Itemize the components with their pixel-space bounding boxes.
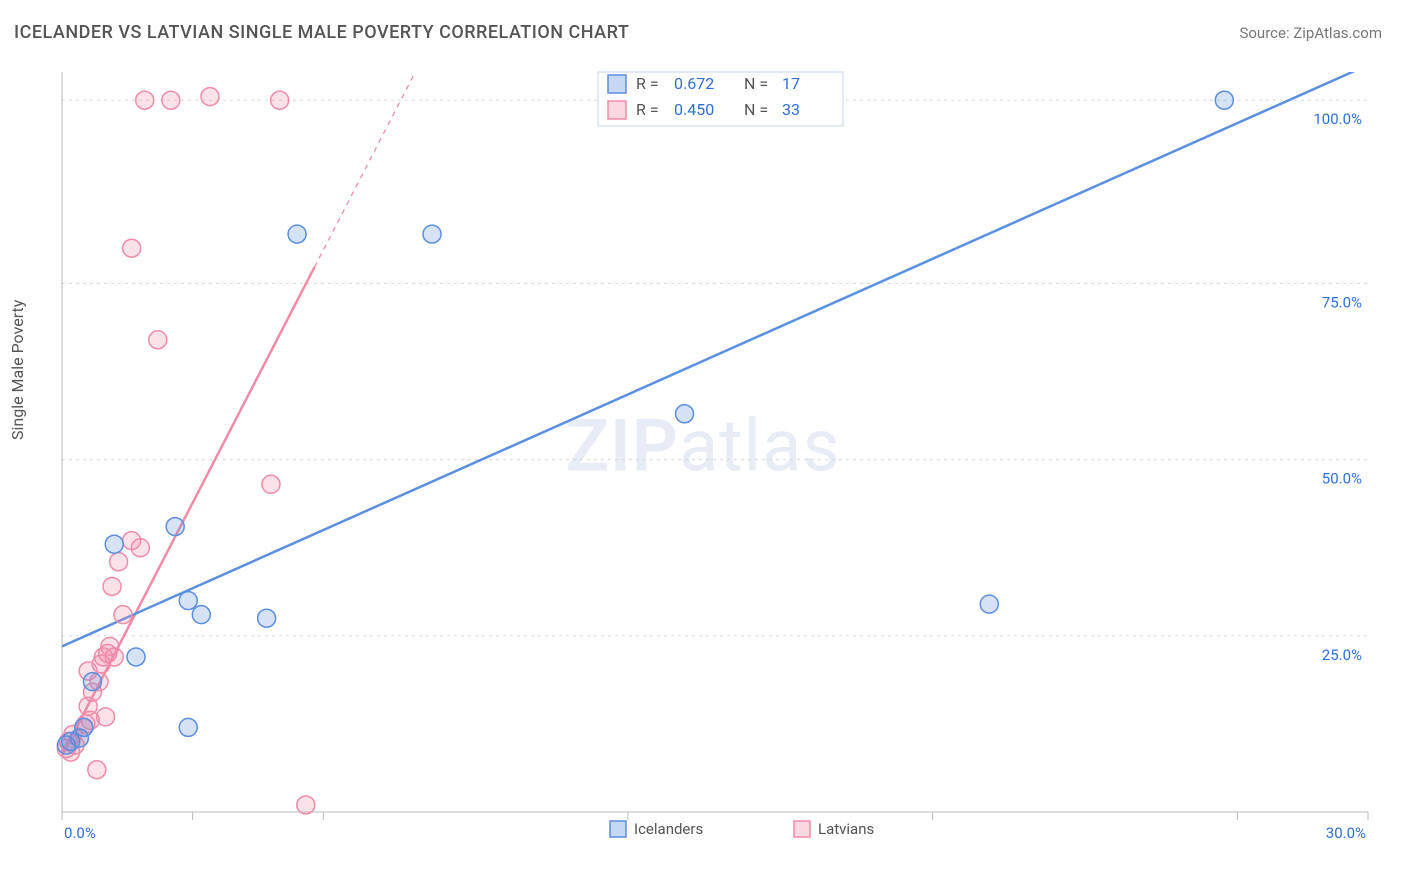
correlation-scatter-chart: 25.0% 50.0% 75.0% 100.0% 0.0% 30.0% Icelanders… <box>50 60 1380 840</box>
svg-text:R =: R = <box>636 100 659 119</box>
svg-text:N =: N = <box>744 100 768 119</box>
svg-text:0.0%: 0.0% <box>64 824 96 840</box>
svg-text:0.450: 0.450 <box>674 100 714 119</box>
svg-text:100.0%: 100.0% <box>1313 110 1362 128</box>
svg-text:75.0%: 75.0% <box>1322 293 1362 311</box>
chart-area: 25.0% 50.0% 75.0% 100.0% 0.0% 30.0% Icelanders… <box>50 60 1380 840</box>
svg-text:0.672: 0.672 <box>674 74 714 93</box>
svg-text:17: 17 <box>782 74 800 93</box>
svg-text:Latvians: Latvians <box>818 820 874 838</box>
svg-text:33: 33 <box>782 100 800 119</box>
svg-text:R =: R = <box>636 74 659 93</box>
svg-text:30.0%: 30.0% <box>1326 824 1366 840</box>
svg-text:N =: N = <box>744 74 768 93</box>
svg-text:50.0%: 50.0% <box>1322 470 1362 488</box>
chart-title: ICELANDER VS LATVIAN SINGLE MALE POVERTY… <box>14 22 629 43</box>
y-axis-label: Single Male Poverty <box>8 300 27 440</box>
svg-text:Icelanders: Icelanders <box>634 820 703 838</box>
source-attribution: Source: ZipAtlas.com <box>1239 24 1382 42</box>
svg-text:25.0%: 25.0% <box>1322 646 1362 664</box>
